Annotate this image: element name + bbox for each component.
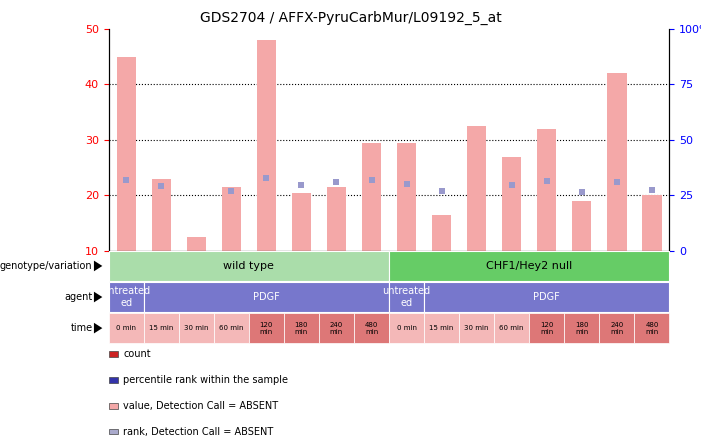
- Text: wild type: wild type: [224, 261, 274, 271]
- Bar: [572, 201, 592, 251]
- Bar: [292, 193, 311, 251]
- Text: agent: agent: [64, 292, 93, 302]
- Text: value, Detection Call = ABSENT: value, Detection Call = ABSENT: [123, 401, 278, 411]
- Text: time: time: [70, 323, 93, 333]
- Bar: [116, 56, 136, 251]
- Bar: [151, 179, 171, 251]
- Text: 480
min: 480 min: [645, 321, 659, 335]
- Text: 480
min: 480 min: [365, 321, 379, 335]
- Text: 240
min: 240 min: [611, 321, 623, 335]
- Text: genotype/variation: genotype/variation: [0, 261, 93, 271]
- Text: 15 min: 15 min: [430, 325, 454, 331]
- Text: rank, Detection Call = ABSENT: rank, Detection Call = ABSENT: [123, 427, 273, 436]
- Text: percentile rank within the sample: percentile rank within the sample: [123, 375, 288, 385]
- Text: count: count: [123, 349, 151, 359]
- Text: CHF1/Hey2 null: CHF1/Hey2 null: [486, 261, 573, 271]
- Text: GDS2704 / AFFX-PyruCarbMur/L09192_5_at: GDS2704 / AFFX-PyruCarbMur/L09192_5_at: [200, 11, 501, 25]
- Bar: [432, 215, 451, 251]
- Bar: [537, 129, 557, 251]
- Bar: [222, 187, 241, 251]
- Text: 15 min: 15 min: [149, 325, 173, 331]
- Text: untreated
ed: untreated ed: [383, 286, 430, 308]
- Bar: [467, 126, 486, 251]
- Text: 30 min: 30 min: [465, 325, 489, 331]
- Text: 60 min: 60 min: [219, 325, 243, 331]
- Bar: [362, 143, 381, 251]
- Bar: [607, 73, 627, 251]
- Text: 120
min: 120 min: [259, 321, 273, 335]
- Text: 180
min: 180 min: [294, 321, 308, 335]
- Text: untreated
ed: untreated ed: [102, 286, 150, 308]
- Text: 60 min: 60 min: [500, 325, 524, 331]
- Bar: [642, 195, 662, 251]
- Bar: [186, 237, 206, 251]
- Text: 240
min: 240 min: [330, 321, 343, 335]
- Text: 0 min: 0 min: [116, 325, 136, 331]
- Text: PDGF: PDGF: [533, 292, 560, 302]
- Bar: [502, 157, 522, 251]
- Text: 120
min: 120 min: [540, 321, 554, 335]
- Bar: [327, 187, 346, 251]
- Text: PDGF: PDGF: [253, 292, 280, 302]
- Text: 0 min: 0 min: [397, 325, 416, 331]
- Bar: [397, 143, 416, 251]
- Text: 30 min: 30 min: [184, 325, 208, 331]
- Bar: [257, 40, 276, 251]
- Text: 180
min: 180 min: [575, 321, 589, 335]
